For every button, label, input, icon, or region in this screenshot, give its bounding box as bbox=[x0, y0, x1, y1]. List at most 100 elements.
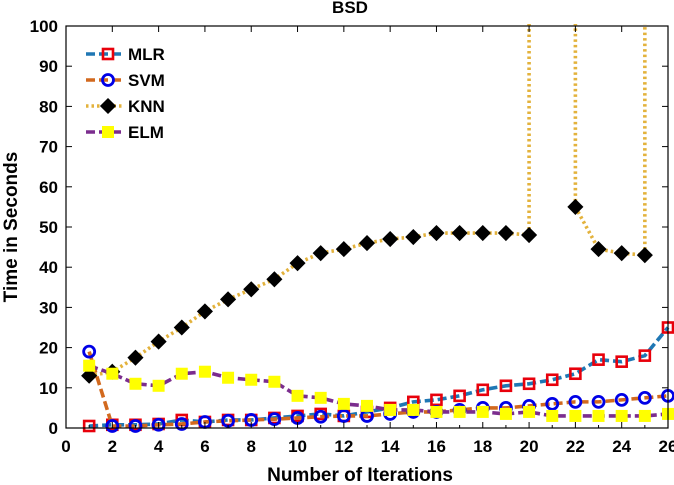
data-point-knn bbox=[243, 281, 260, 298]
y-axis-label: Time in Seconds bbox=[1, 152, 22, 303]
data-point-svm bbox=[82, 344, 97, 359]
legend-marker-mlr bbox=[101, 47, 115, 61]
data-point-elm bbox=[337, 397, 350, 410]
legend-marker-knn bbox=[99, 97, 117, 115]
x-tick-label: 16 bbox=[427, 437, 446, 456]
data-point-elm bbox=[106, 367, 119, 380]
data-point-svm bbox=[336, 409, 351, 423]
data-point-knn bbox=[81, 367, 98, 384]
x-tick-label: 0 bbox=[61, 437, 70, 456]
legend-label-knn: KNN bbox=[128, 97, 165, 116]
data-point-knn bbox=[451, 224, 468, 242]
data-point-knn bbox=[590, 241, 607, 258]
data-point-svm bbox=[174, 417, 189, 431]
data-point-elm bbox=[175, 367, 188, 380]
y-tick-label: 40 bbox=[39, 258, 58, 277]
data-point-elm bbox=[453, 405, 466, 418]
data-point-svm bbox=[637, 390, 652, 405]
legend-label-mlr: MLR bbox=[128, 45, 165, 64]
data-point-mlr bbox=[522, 377, 536, 391]
data-point-knn bbox=[173, 319, 190, 336]
data-point-knn bbox=[266, 271, 283, 288]
data-point-mlr bbox=[638, 349, 652, 362]
series-line-knn bbox=[573, 206, 646, 257]
data-point-svm bbox=[267, 412, 282, 427]
y-tick-label: 10 bbox=[39, 379, 58, 398]
x-tick-label: 14 bbox=[381, 437, 400, 456]
x-tick-label: 18 bbox=[473, 437, 492, 456]
y-tick-label: 80 bbox=[39, 97, 58, 116]
data-point-knn bbox=[289, 255, 306, 272]
data-point-elm bbox=[546, 409, 559, 422]
data-point-knn bbox=[196, 303, 213, 320]
data-point-svm bbox=[128, 419, 143, 433]
data-point-elm bbox=[198, 365, 211, 378]
y-tick-label: 50 bbox=[39, 218, 58, 237]
y-tick-label: 60 bbox=[39, 178, 58, 197]
x-tick-label: 22 bbox=[566, 437, 585, 456]
x-tick-label: 24 bbox=[612, 437, 631, 456]
data-point-elm bbox=[523, 405, 536, 418]
data-point-elm bbox=[476, 405, 489, 418]
data-point-elm bbox=[592, 409, 605, 422]
y-tick-label: 100 bbox=[30, 17, 58, 36]
x-tick-label: 20 bbox=[520, 437, 539, 456]
data-point-elm bbox=[499, 407, 512, 420]
data-point-elm bbox=[314, 391, 327, 404]
legend-marker-elm bbox=[102, 126, 114, 138]
data-point-svm bbox=[568, 394, 583, 409]
data-point-knn bbox=[150, 333, 167, 350]
series-knn bbox=[81, 24, 653, 384]
data-point-mlr bbox=[453, 389, 466, 403]
data-point-elm bbox=[361, 399, 373, 412]
data-point-elm bbox=[569, 409, 582, 422]
y-tick-label: 30 bbox=[39, 298, 58, 317]
y-tick-label: 0 bbox=[49, 419, 58, 438]
data-point-svm bbox=[614, 392, 629, 407]
x-tick-label: 10 bbox=[288, 437, 307, 456]
data-point-mlr bbox=[545, 373, 559, 387]
data-point-elm bbox=[245, 373, 258, 386]
data-point-knn bbox=[405, 228, 422, 246]
data-point-svm bbox=[313, 409, 328, 424]
x-tick-label: 6 bbox=[200, 437, 209, 456]
data-point-mlr bbox=[499, 379, 513, 393]
data-point-mlr bbox=[82, 419, 96, 433]
data-point-knn bbox=[358, 235, 376, 252]
data-point-mlr bbox=[476, 383, 490, 397]
data-point-elm bbox=[291, 389, 304, 402]
y-tick-label: 90 bbox=[39, 57, 58, 76]
legend-label-svm: SVM bbox=[128, 71, 165, 90]
data-point-knn bbox=[613, 245, 630, 262]
x-tick-label: 26 bbox=[659, 437, 674, 456]
chart-title: BSD bbox=[332, 0, 368, 17]
data-point-knn bbox=[521, 226, 538, 244]
data-point-knn bbox=[428, 224, 445, 242]
data-point-elm bbox=[152, 379, 165, 392]
data-point-knn bbox=[127, 349, 144, 366]
data-point-svm bbox=[151, 417, 166, 432]
data-point-mlr bbox=[615, 355, 628, 368]
data-point-elm bbox=[384, 403, 397, 416]
data-point-knn bbox=[497, 224, 514, 242]
data-point-elm bbox=[83, 359, 96, 372]
data-point-elm bbox=[407, 403, 420, 416]
data-point-elm bbox=[268, 375, 281, 388]
data-point-knn bbox=[636, 247, 653, 264]
data-point-mlr bbox=[592, 353, 605, 366]
data-point-svm bbox=[105, 419, 120, 433]
x-tick-label: 2 bbox=[108, 437, 117, 456]
x-tick-label: 12 bbox=[334, 437, 353, 456]
data-point-elm bbox=[129, 377, 142, 390]
data-point-mlr bbox=[430, 393, 443, 407]
data-point-knn bbox=[312, 245, 329, 262]
data-point-elm bbox=[638, 409, 651, 422]
legend-label-elm: ELM bbox=[128, 123, 164, 142]
data-point-knn bbox=[335, 241, 352, 258]
data-point-elm bbox=[222, 371, 235, 384]
legend: MLR SVM KNN ELM bbox=[86, 45, 165, 142]
data-point-knn bbox=[474, 224, 491, 242]
y-tick-label: 70 bbox=[39, 138, 58, 157]
